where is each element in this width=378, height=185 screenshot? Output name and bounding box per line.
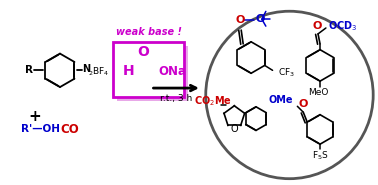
Text: O: O (312, 21, 322, 31)
Text: R'—OH: R'—OH (20, 125, 60, 134)
Text: ONa: ONa (158, 65, 186, 78)
Text: O: O (235, 15, 245, 25)
Text: CO: CO (60, 123, 79, 136)
Text: OMe: OMe (269, 95, 293, 105)
Text: O: O (231, 125, 238, 134)
Text: R: R (25, 65, 33, 75)
Text: +: + (28, 109, 41, 124)
Text: O: O (256, 14, 265, 24)
Text: MeO: MeO (308, 88, 328, 97)
Text: H: H (123, 64, 135, 78)
Text: OCD$_3$: OCD$_3$ (328, 19, 357, 33)
FancyBboxPatch shape (113, 42, 184, 97)
Text: $_2$BF$_4$: $_2$BF$_4$ (88, 65, 109, 78)
Text: N: N (83, 64, 91, 74)
Text: O: O (299, 99, 308, 109)
Text: F$_5$S: F$_5$S (311, 150, 328, 162)
Text: r.t., 3 h: r.t., 3 h (160, 94, 192, 103)
Text: weak base !: weak base ! (116, 27, 181, 37)
Text: CO$_2$Me: CO$_2$Me (194, 94, 232, 108)
Text: O: O (137, 45, 149, 59)
Text: CF$_3$: CF$_3$ (279, 66, 296, 79)
FancyBboxPatch shape (117, 46, 188, 101)
